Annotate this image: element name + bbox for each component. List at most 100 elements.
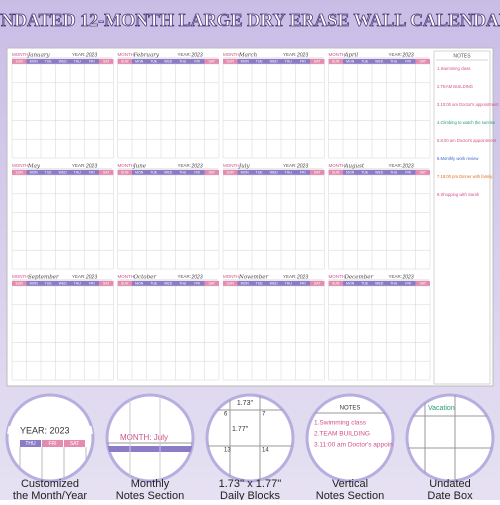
detail: 1.Swimming class [314,420,367,427]
weekday-cell [372,59,387,64]
weekday-cell [26,59,41,64]
year: 2023 [85,274,97,280]
weekday: WED [59,171,68,175]
weekday: SAT [208,282,215,286]
weekday: TUE [150,60,158,64]
weekday-cell [415,59,430,64]
weekday-cell [26,281,41,286]
weekday: WED [375,171,384,175]
weekday: FRI [194,60,200,64]
month-panel: MONTH:November YEAR: 2023 SUN MON TUE WED THU FR… [222,274,325,381]
weekday: SAT [419,282,426,286]
year-label: YEAR: [178,52,192,57]
weekday-cell [41,281,56,286]
detail: 1.73'' [237,400,253,407]
detail: 1.77'' [232,426,248,433]
weekday: SUN [121,60,129,64]
weekday: SUN [227,60,235,64]
year: 2023 [296,163,308,169]
month-label: MONTH: [12,163,30,168]
note-item: 5.8:00 am Doctor's appointment [437,138,497,143]
year: 2023 [85,163,97,169]
month-name: June [133,164,147,170]
weekday-cell [401,281,416,286]
band [7,426,93,434]
month-label: MONTH: [223,163,241,168]
weekday-cell [204,281,219,286]
weekday-cell [310,170,325,175]
weekday-cell [117,170,132,175]
weekday: FRI [194,171,200,175]
month-panel: MONTH:May YEAR: 2023 SUN MON TUE WED THU FRI SAT [11,163,114,270]
weekday: WED [375,60,384,64]
feature-line1: Vertical [332,478,368,490]
weekday: THU [285,171,293,175]
feature-circle [5,393,95,483]
weekday-cell [42,440,63,447]
weekday: FRI [405,282,411,286]
weekday: TUE [150,171,158,175]
weekday: SAT [314,282,321,286]
weekday: MON [30,282,39,286]
weekday-cell [266,170,281,175]
weekday-cell [328,59,343,64]
year-label: YEAR: [389,163,403,168]
weekday-cell [357,59,372,64]
month-name: July [238,164,251,170]
month-name: December [344,275,374,281]
feature-line1: 1.73'' x 1.77'' [219,478,282,490]
weekday: TUE [45,60,53,64]
weekday: TUE [361,171,369,175]
weekday-cell [252,281,267,286]
month-name: February [133,53,160,59]
weekday: SUN [227,282,235,286]
weekday-cell [12,59,27,64]
note-item: 3.10:00 am Doctor's appointment [437,102,499,107]
weekday-cell [190,170,205,175]
weekday-cell [266,281,281,286]
detail: 13 [224,448,231,454]
weekday-cell [64,440,85,447]
weekday: SUN [121,282,129,286]
weekday: MON [346,282,355,286]
weekday: SAT [208,60,215,64]
weekday: MON [135,282,144,286]
weekday-cell [41,170,56,175]
feature-circle [305,393,395,483]
weekday-cell [161,59,176,64]
month-name: November [238,275,268,281]
weekday: FRI [300,171,306,175]
month-label: MONTH: [329,274,347,279]
weekday-cell [237,59,252,64]
weekday-cell [12,170,27,175]
year: 2023 [191,52,203,58]
weekday-cell [26,170,41,175]
weekday-cell [223,281,238,286]
year-label: YEAR: [283,163,297,168]
weekday: WED [59,282,68,286]
weekday: THU [285,282,293,286]
detail: Vacation [428,405,455,412]
month-label: MONTH: [118,52,136,57]
month-label: MONTH: [329,163,347,168]
weekday: FRI [89,60,95,64]
feature-circle [105,393,195,483]
weekday: MON [241,60,250,64]
weekday: SAT [103,171,110,175]
year-label: YEAR: [178,274,192,279]
weekday: TUE [361,282,369,286]
feature-detail: Vacation [407,395,493,481]
weekday-cell [132,170,147,175]
weekday-cell [415,170,430,175]
weekday-cell [357,170,372,175]
weekday: TUE [256,171,264,175]
weekday-cell [117,59,132,64]
weekday: WED [164,171,173,175]
weekday-cell [310,281,325,286]
weekday: TUE [150,282,158,286]
weekday: TUE [45,282,53,286]
weekday: TUE [256,282,264,286]
year-label: YEAR: [283,274,297,279]
weekday: WED [164,60,173,64]
weekday-cell [266,59,281,64]
